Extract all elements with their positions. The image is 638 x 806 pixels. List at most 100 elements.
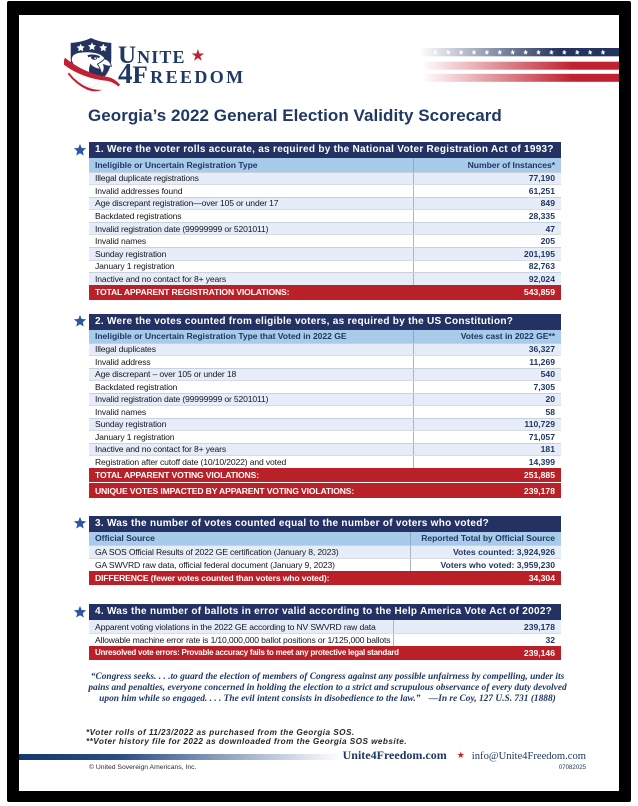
section-1-column-header: Ineligible or Uncertain Registration Typ…	[89, 158, 561, 172]
row-label: Invalid address	[95, 356, 151, 367]
quote-text: “Congress seeks. . . .to guard the elect…	[88, 671, 567, 704]
footnotes: *Voter rolls of 11/23/2022 as purchased …	[86, 728, 407, 746]
row-value: 181	[413, 443, 561, 455]
row-label: Sunday registration	[95, 248, 167, 259]
row-value: 14,399	[413, 456, 561, 468]
section-3-star-icon	[73, 516, 87, 529]
total-value: 251,885	[523, 469, 555, 480]
section-3: 3. Was the number of votes counted equal…	[73, 515, 561, 585]
table-row: Invalid registration date (99999999 or 5…	[89, 221, 561, 235]
section-2-column-header: Ineligible or Uncertain Registration Typ…	[89, 329, 561, 343]
logo: Unite ★ 4Freedom	[64, 32, 243, 95]
table-row: Invalid names 58	[89, 405, 561, 418]
table-row: Backdated registrations 28,335	[89, 209, 561, 222]
row-label: Age discrepant – over 105 or under 18	[95, 369, 237, 380]
row-label: Invalid addresses found	[95, 185, 183, 196]
total-label: UNIQUE VOTES IMPACTED BY APPARENT VOTING…	[95, 485, 355, 496]
row-value: 11,269	[413, 356, 561, 368]
total-value: 34,304	[528, 572, 555, 583]
row-value: 32	[393, 634, 561, 646]
row-value: 36,327	[413, 343, 561, 355]
table-row: Invalid registration date (99999999 or 5…	[89, 392, 561, 405]
row-label: Illegal duplicates	[95, 344, 156, 355]
row-label: Age discrepant registration—over 105 or …	[95, 198, 279, 209]
email-link[interactable]: info@Unite4Freedom.com	[471, 751, 586, 762]
table-row: Sunday registration 201,195	[89, 247, 561, 260]
column-label: Number of Instances*	[413, 158, 561, 172]
date-code: 07082025	[558, 764, 586, 771]
row-label: Backdated registration	[95, 381, 178, 392]
row-value: 540	[413, 368, 561, 380]
row-label: GA SOS Official Results of 2022 GE certi…	[95, 546, 339, 557]
table-row: Age discrepant registration—over 105 or …	[89, 196, 561, 210]
section-2-heading: 2. Were the votes counted from eligible …	[89, 313, 561, 330]
footnote-2: **Voter history file for 2022 as downloa…	[86, 736, 407, 746]
table-row: Registration after cutoff date (10/10/20…	[89, 455, 561, 468]
table-row: Inactive and no contact for 8+ years 92,0…	[89, 272, 561, 285]
table-row: Illegal duplicate registrations 77,190	[89, 171, 561, 185]
row-value: 71,057	[413, 431, 561, 443]
row-value: 7,305	[413, 381, 561, 393]
row-value: 239,178	[393, 620, 561, 633]
page: Unite ★ 4Freedom Georgia’s 2022 General E…	[19, 15, 619, 791]
copyright-notice: © United Sovereign Americans, Inc.	[89, 764, 197, 771]
quote-block: “Congress seeks. . . .to guard the elect…	[83, 672, 572, 705]
page-frame: Unite ★ 4Freedom Georgia’s 2022 General E…	[7, 1, 631, 802]
footnote-1: *Voter rolls of 11/23/2022 as purchased …	[86, 728, 355, 737]
logo-wordmark: Unite ★ 4Freedom	[118, 41, 246, 90]
table-row: Age discrepant – over 105 or under 18 540	[89, 367, 561, 380]
section-3-column-header: Official Source Reported Total by Offici…	[89, 531, 561, 545]
footer-contact: Unite4Freedom.com ★ info@Unite4Freedom.com	[343, 746, 586, 764]
table-row: January 1 registration 82,763	[89, 259, 561, 273]
total-value: 543,859	[523, 287, 555, 298]
total-value: 239,178	[523, 485, 555, 496]
row-value: 58	[413, 406, 561, 418]
row-label: Apparent voting violations in the 2022 G…	[95, 621, 376, 632]
row-label: January 1 registration	[95, 431, 175, 442]
row-value: 201,195	[413, 248, 561, 260]
flag-stripes-decoration	[409, 48, 619, 82]
table-row: GA SOS Official Results of 2022 GE certi…	[89, 544, 561, 558]
section-4-heading: 4. Was the number of ballots in error va…	[89, 604, 561, 620]
table-row: Apparent voting violations in the 2022 G…	[89, 620, 561, 633]
column-label: Votes cast in 2022 GE**	[413, 329, 561, 343]
row-value: 82,763	[413, 260, 561, 273]
section-1-total-row: TOTAL APPARENT REGISTRATION VIOLATIONS: 5…	[89, 284, 561, 301]
row-label: Inactive and no contact for 8+ years	[95, 274, 226, 285]
section-4: 4. Was the number of ballots in error va…	[73, 604, 561, 660]
table-row: January 1 registration 71,057	[89, 430, 561, 443]
table-row: Inactive and no contact for 8+ years 181	[89, 442, 561, 455]
row-label: January 1 registration	[95, 261, 175, 272]
eagle-shield-icon	[64, 38, 120, 92]
column-label: Reported Total by Official Source	[410, 531, 561, 545]
total-label: TOTAL APPARENT VOTING VIOLATIONS:	[95, 469, 259, 480]
row-label: Invalid names	[95, 236, 147, 247]
section-2-unique-row: UNIQUE VOTES IMPACTED BY APPARENT VOTING…	[89, 483, 561, 498]
row-label: Inactive and no contact for 8+ years	[95, 444, 226, 455]
logo-star-icon: ★	[191, 49, 205, 64]
page-title: Georgia’s 2022 General Election Validity…	[88, 106, 502, 125]
column-label: Official Source	[95, 533, 155, 543]
table-row: GA SWVRD raw data, official federal docu…	[89, 557, 561, 571]
table-row: Sunday registration 110,729	[89, 417, 561, 430]
section-1-heading: 1. Were the voter rolls accurate, as req…	[89, 142, 561, 158]
column-label: Ineligible or Uncertain Registration Typ…	[95, 331, 347, 341]
row-value: 110,729	[413, 418, 561, 430]
section-2-total-row: TOTAL APPARENT VOTING VIOLATIONS: 251,885	[89, 467, 561, 482]
footer-star-icon: ★	[456, 750, 465, 760]
website-link[interactable]: Unite4Freedom.com	[342, 748, 447, 762]
row-label: Allowable machine error rate is 1/10,000…	[95, 635, 391, 645]
row-label: Invalid registration date (99999999 or 5…	[95, 223, 269, 234]
table-row: Invalid addresses found 61,251	[89, 184, 561, 197]
flag-stars	[432, 49, 606, 55]
total-label: DIFFERENCE (fewer votes counted than vot…	[95, 572, 330, 583]
total-label: TOTAL APPARENT REGISTRATION VIOLATIONS:	[95, 287, 290, 298]
row-value: 92,024	[413, 273, 561, 285]
row-value: 28,335	[413, 210, 561, 222]
section-2-star-icon	[73, 314, 87, 327]
table-row: Illegal duplicates 36,327	[89, 342, 561, 355]
row-label: GA SWVRD raw data, official federal docu…	[95, 559, 335, 570]
row-value: 849	[413, 197, 561, 210]
row-label: Illegal duplicate registrations	[95, 173, 199, 184]
row-value: 205	[413, 235, 561, 248]
